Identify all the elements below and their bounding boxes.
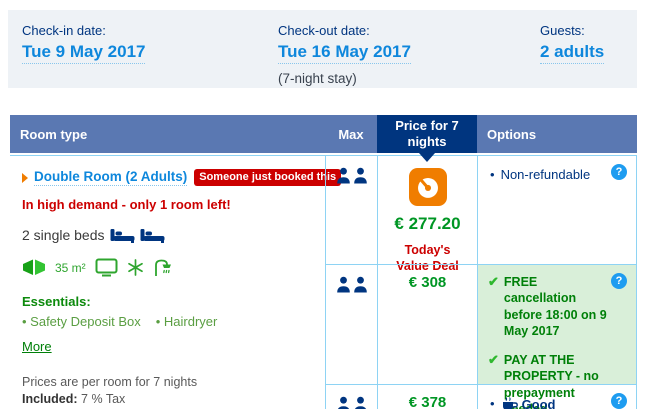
checkmark-icon: ✔	[488, 352, 499, 367]
help-icon[interactable]: ?	[611, 164, 627, 180]
checkmark-icon: ✔	[488, 274, 499, 289]
perk-line: ✔ PAY AT THE PROPERTY - no prepayment ne…	[488, 352, 610, 409]
orange-triangle-icon	[22, 172, 28, 183]
free-cancellation-box: ✔ FREE cancellation before 18:00 on 9 Ma…	[478, 265, 636, 409]
room-size-label: 35 m²	[55, 260, 86, 275]
header-options: Options	[487, 126, 537, 142]
coffee-cup-icon	[502, 397, 518, 409]
checkout-section: Check-out date: Tue 16 May 2017 (7-night…	[278, 23, 411, 86]
help-icon[interactable]: ?	[611, 273, 627, 289]
price-value: € 277.20	[394, 214, 461, 233]
included-value: 7 % Tax	[77, 391, 126, 406]
just-booked-badge: Someone just booked this	[194, 169, 342, 186]
header-max: Max	[338, 126, 364, 142]
checkin-date-value[interactable]: Tue 9 May 2017	[22, 42, 146, 64]
essential-item: Hairdryer	[156, 314, 217, 329]
checkin-section: Check-in date: Tue 9 May 2017	[22, 23, 146, 64]
options-cell: • Non-refundable ?	[477, 156, 636, 264]
price-cell: € 308	[377, 264, 477, 384]
header-price-sorted[interactable]: Price for 7 nights	[377, 115, 477, 162]
value-deal-label: Today's Value Deal	[396, 243, 459, 274]
room-rates-table: Room type Max Price for 7 nights Options…	[10, 115, 637, 409]
person-icon	[336, 167, 350, 184]
essential-item: Safety Deposit Box	[22, 314, 141, 329]
bullet-dot: •	[490, 167, 495, 182]
perk-line: ✔ FREE cancellation before 18:00 on 9 Ma…	[488, 274, 610, 339]
per-room-note: Prices are per room for 7 nights	[22, 375, 198, 389]
guests-value[interactable]: 2 adults	[540, 42, 605, 64]
price-cell: € 277.20 Today's Value Deal	[377, 156, 477, 273]
beds-label: 2 single beds	[22, 227, 105, 243]
pricing-notes: Prices are per room for 7 nights Include…	[22, 374, 315, 408]
room-name-link[interactable]: Double Room (2 Adults)	[34, 169, 188, 186]
room-title-line: Double Room (2 Adults) Someone just book…	[22, 169, 342, 186]
room-size-icon	[23, 259, 45, 275]
max-occupancy-cell	[325, 384, 377, 409]
price-value: € 378	[408, 394, 447, 409]
person-icon	[354, 396, 366, 409]
single-bed-icon	[110, 229, 135, 243]
stay-length-note: (7-night stay)	[278, 71, 357, 86]
more-link[interactable]: More	[22, 339, 52, 354]
checkout-label: Check-out date:	[278, 23, 370, 38]
breakfast-quality: Good	[521, 397, 556, 409]
options-cell: ✔ FREE cancellation before 18:00 on 9 Ma…	[477, 264, 636, 409]
person-icon	[336, 276, 350, 293]
amenities-row: 35 m²	[22, 258, 315, 277]
header-room-type: Room type	[20, 126, 88, 142]
guests-section: Guests: 2 adults	[540, 23, 605, 64]
single-bed-icon	[140, 229, 165, 243]
options-cell: • Good breakfast included ?	[477, 384, 636, 409]
beds-line: 2 single beds	[22, 227, 315, 243]
booking-summary-bar: Check-in date: Tue 9 May 2017 Check-out …	[8, 10, 637, 88]
person-icon	[353, 167, 367, 184]
non-refundable-label: Non-refundable	[500, 167, 591, 182]
breakfast-label: Good breakfast included	[501, 396, 606, 409]
pay-at-property-label: PAY AT THE PROPERTY - no prepayment need…	[503, 353, 599, 409]
max-occupancy-cell	[325, 156, 377, 264]
guests-label: Guests:	[540, 23, 585, 38]
shower-icon	[154, 259, 171, 276]
checkin-label: Check-in date:	[22, 23, 106, 38]
included-label: Included:	[22, 391, 78, 406]
urgency-message: In high demand - only 1 room left!	[22, 197, 231, 212]
checkout-date-value[interactable]: Tue 16 May 2017	[278, 42, 411, 64]
tv-icon	[95, 258, 118, 277]
price-cell: € 378	[377, 384, 477, 409]
free-cancellation-label: FREE cancellation before 18:00 on 9 May …	[503, 275, 607, 338]
help-icon[interactable]: ?	[611, 393, 627, 409]
person-icon	[337, 396, 349, 409]
option-line: • Non-refundable	[490, 167, 606, 184]
max-occupancy-cell	[325, 264, 377, 384]
person-icon	[353, 276, 367, 293]
price-value: € 308	[408, 274, 447, 291]
air-conditioning-icon	[127, 259, 143, 276]
table-header-row: Room type Max Price for 7 nights Options	[10, 115, 637, 162]
value-deal-icon	[408, 168, 447, 206]
bullet-dot: •	[490, 396, 495, 409]
table-body: Double Room (2 Adults) Someone just book…	[10, 155, 637, 409]
option-line: • Good breakfast included	[490, 396, 606, 409]
room-description-cell: Double Room (2 Adults) Someone just book…	[10, 156, 342, 409]
essentials-heading: Essentials:	[22, 294, 91, 309]
essentials-list: Safety Deposit Box Hairdryer	[22, 314, 315, 329]
tax-note: Included: 7 % Tax	[22, 391, 315, 408]
